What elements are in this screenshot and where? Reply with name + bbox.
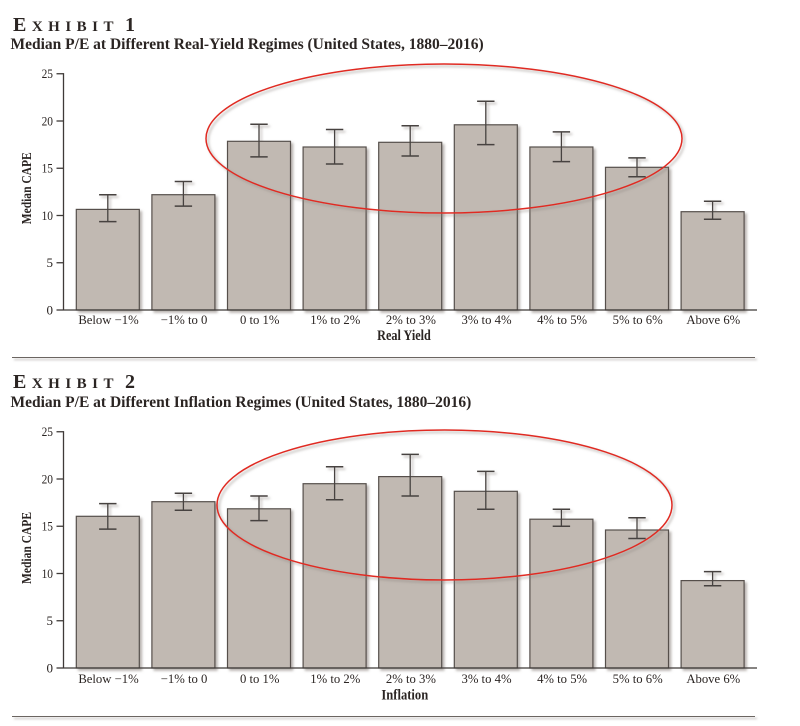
svg-text:−1% to 0: −1% to 0 — [161, 313, 208, 327]
svg-text:0: 0 — [47, 660, 54, 675]
svg-text:5% to 6%: 5% to 6% — [613, 313, 663, 327]
svg-text:Above 6%: Above 6% — [686, 672, 740, 686]
svg-text:20: 20 — [42, 471, 53, 486]
svg-text:Above 6%: Above 6% — [686, 313, 740, 327]
svg-text:Median CAPE: Median CAPE — [20, 152, 35, 224]
svg-text:10: 10 — [42, 566, 53, 581]
svg-text:−1% to 0: −1% to 0 — [161, 672, 208, 686]
svg-text:5: 5 — [47, 613, 54, 628]
svg-text:10: 10 — [42, 208, 53, 223]
svg-text:1% to 2%: 1% to 2% — [310, 672, 360, 686]
svg-text:1% to 2%: 1% to 2% — [310, 313, 360, 327]
svg-text:Real Yield: Real Yield — [377, 328, 431, 344]
svg-text:5: 5 — [47, 255, 54, 270]
svg-text:20: 20 — [42, 113, 53, 128]
svg-text:25: 25 — [42, 424, 53, 439]
svg-text:3% to 4%: 3% to 4% — [461, 672, 511, 686]
svg-text:0 to 1%: 0 to 1% — [240, 672, 280, 686]
svg-text:25: 25 — [42, 66, 53, 81]
svg-text:Median CAPE: Median CAPE — [20, 512, 35, 584]
svg-text:4% to 5%: 4% to 5% — [537, 313, 587, 327]
svg-text:2% to 3%: 2% to 3% — [386, 313, 436, 327]
svg-text:15: 15 — [42, 161, 53, 176]
svg-text:15: 15 — [42, 519, 53, 534]
svg-text:Inflation: Inflation — [381, 688, 428, 704]
svg-text:4% to 5%: 4% to 5% — [537, 672, 587, 686]
svg-text:5% to 6%: 5% to 6% — [613, 672, 663, 686]
svg-text:Below −1%: Below −1% — [78, 313, 139, 327]
svg-text:0: 0 — [47, 302, 54, 317]
svg-text:Below −1%: Below −1% — [78, 672, 139, 686]
svg-text:3% to 4%: 3% to 4% — [461, 313, 511, 327]
svg-text:0 to 1%: 0 to 1% — [240, 313, 280, 327]
svg-text:2% to 3%: 2% to 3% — [386, 672, 436, 686]
